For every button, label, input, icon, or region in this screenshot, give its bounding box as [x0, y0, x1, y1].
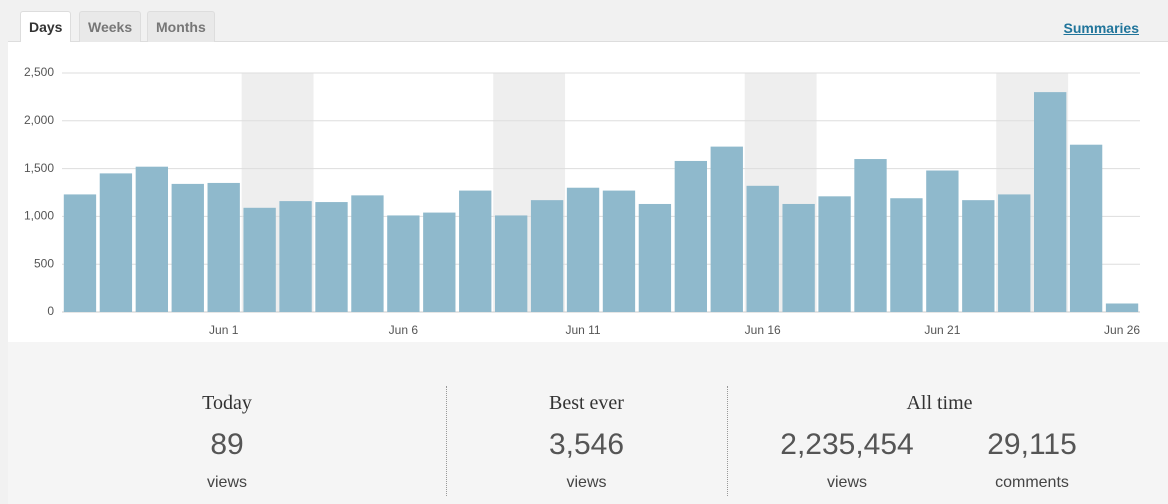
- summaries-link[interactable]: Summaries: [1063, 20, 1139, 36]
- chart-area: 0 500 1,000 1,500 2,000 2,500 Jun 1 Jun 6 Jun 11…: [8, 42, 1168, 342]
- x-tick-label: Jun 21: [924, 323, 960, 337]
- bar: [315, 202, 348, 312]
- divider: [446, 386, 447, 496]
- stat-title: Best ever: [549, 392, 624, 414]
- stat-number: 3,546: [548, 428, 625, 461]
- stat-unit: views: [566, 474, 607, 491]
- x-tick-label: Jun 26: [1104, 323, 1140, 337]
- bar: [171, 183, 204, 312]
- bar: [710, 146, 743, 312]
- bar: [279, 201, 312, 312]
- y-tick-label: 500: [34, 256, 54, 270]
- stat-unit: views: [826, 474, 867, 491]
- bar: [926, 170, 959, 312]
- stat-number: 2,235,454: [780, 428, 914, 461]
- tab[interactable]: Days: [20, 11, 72, 43]
- bar: [387, 215, 420, 312]
- bar: [63, 194, 97, 312]
- stat-all-time: All time 2,235,454 views 29,115 comments: [727, 342, 1152, 504]
- y-tick-label: 0: [47, 304, 54, 318]
- bar: [1033, 92, 1067, 312]
- bar: [854, 159, 887, 312]
- bar: [674, 160, 708, 312]
- stats-summary: Today 89 views Best ever 3,546 views All…: [8, 342, 1168, 504]
- bar: [1105, 303, 1139, 312]
- divider: [727, 386, 728, 496]
- bar: [566, 187, 600, 312]
- stat-best: Best ever 3,546 views: [446, 342, 727, 504]
- chart: 0 500 1,000 1,500 2,000 2,500 Jun 1 Jun 6 Jun 11…: [24, 65, 1140, 337]
- tab[interactable]: Weeks: [79, 11, 142, 42]
- x-tick-label: Jun 16: [745, 323, 781, 337]
- bar: [638, 203, 672, 312]
- bar: [530, 200, 564, 312]
- bar: [243, 207, 276, 312]
- y-tick-label: 1,500: [24, 161, 54, 175]
- tab[interactable]: Months: [147, 11, 215, 42]
- x-tick-label: Jun 6: [389, 323, 419, 337]
- bar: [818, 196, 851, 312]
- bar: [1069, 144, 1103, 312]
- x-tick-label: Jun 11: [565, 323, 600, 337]
- bar: [494, 215, 528, 312]
- y-tick-label: 1,000: [24, 209, 54, 223]
- bar: [998, 194, 1031, 312]
- bar: [207, 182, 240, 312]
- bar: [746, 185, 779, 312]
- bar: [782, 203, 815, 312]
- stat-today: Today 89 views: [8, 342, 446, 504]
- stat-number: 29,115: [987, 428, 1077, 461]
- y-tick-label: 2,000: [24, 113, 54, 127]
- tab-bar: Days Weeks Months Summaries: [8, 3, 1168, 43]
- bar: [99, 173, 133, 312]
- stat-unit: comments: [995, 474, 1069, 491]
- x-tick-label: Jun 1: [209, 323, 239, 337]
- bar: [351, 195, 384, 312]
- y-tick-label: 2,500: [24, 65, 54, 79]
- bar: [459, 190, 492, 312]
- bar: [602, 190, 636, 312]
- bar: [890, 198, 923, 312]
- stat-number: 89: [210, 428, 244, 461]
- stat-title: Today: [202, 392, 252, 414]
- stat-unit: views: [206, 474, 247, 491]
- bar: [962, 200, 995, 312]
- bar: [423, 212, 456, 312]
- stat-title: All time: [906, 392, 973, 414]
- bar: [135, 166, 169, 312]
